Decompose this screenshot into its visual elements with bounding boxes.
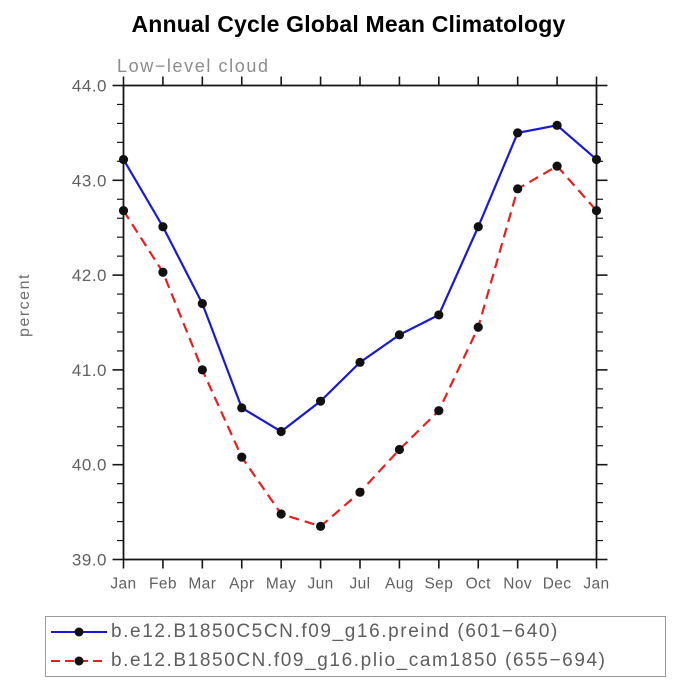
chart-title: Annual Cycle Global Mean Climatology	[131, 11, 566, 37]
series-0	[118, 120, 602, 437]
axis-ticks	[112, 76, 608, 569]
svg-text:May: May	[266, 576, 296, 593]
svg-text:Sep: Sep	[424, 576, 453, 593]
svg-text:Dec: Dec	[543, 576, 572, 593]
legend-box: b.e12.B1850C5CN.f09_g16.preind (601−640)…	[45, 616, 666, 677]
svg-text:Jul: Jul	[349, 576, 370, 593]
svg-text:Feb: Feb	[149, 576, 177, 593]
svg-text:Jun: Jun	[307, 576, 333, 593]
legend-label-plio: b.e12.B1850CN.f09_g16.plio_cam1850 (655−…	[111, 649, 607, 671]
legend-line-solid-icon	[51, 627, 107, 637]
svg-text:42.0: 42.0	[72, 266, 107, 285]
legend-line-dashed-icon	[51, 656, 107, 666]
svg-text:Apr: Apr	[229, 576, 254, 593]
y-axis-title: percent	[16, 273, 33, 337]
svg-text:Jan: Jan	[583, 576, 609, 593]
plot-frame	[122, 84, 598, 561]
y-axis-tick-labels: 39.0 40.0 41.0 42.0 43.0 44.0	[72, 77, 107, 570]
svg-text:Aug: Aug	[385, 576, 414, 593]
svg-text:Oct: Oct	[466, 576, 492, 593]
svg-text:44.0: 44.0	[72, 77, 107, 96]
svg-text:41.0: 41.0	[72, 361, 107, 380]
series-1	[118, 161, 602, 531]
legend-item-plio: b.e12.B1850CN.f09_g16.plio_cam1850 (655−…	[49, 647, 662, 676]
x-axis-tick-labels: Jan Feb Mar Apr May Jun Jul Aug Sep Oct Nov Dec Jan	[110, 576, 609, 593]
svg-text:Nov: Nov	[503, 576, 532, 593]
legend-item-preind: b.e12.B1850C5CN.f09_g16.preind (601−640)	[49, 618, 662, 647]
svg-text:40.0: 40.0	[72, 456, 107, 475]
legend-label-preind: b.e12.B1850C5CN.f09_g16.preind (601−640)	[111, 621, 559, 643]
chart-subtitle: Low−level cloud	[117, 56, 270, 76]
svg-text:Jan: Jan	[110, 576, 136, 593]
svg-text:Mar: Mar	[188, 576, 216, 593]
svg-text:39.0: 39.0	[72, 551, 107, 570]
svg-text:43.0: 43.0	[72, 171, 107, 190]
